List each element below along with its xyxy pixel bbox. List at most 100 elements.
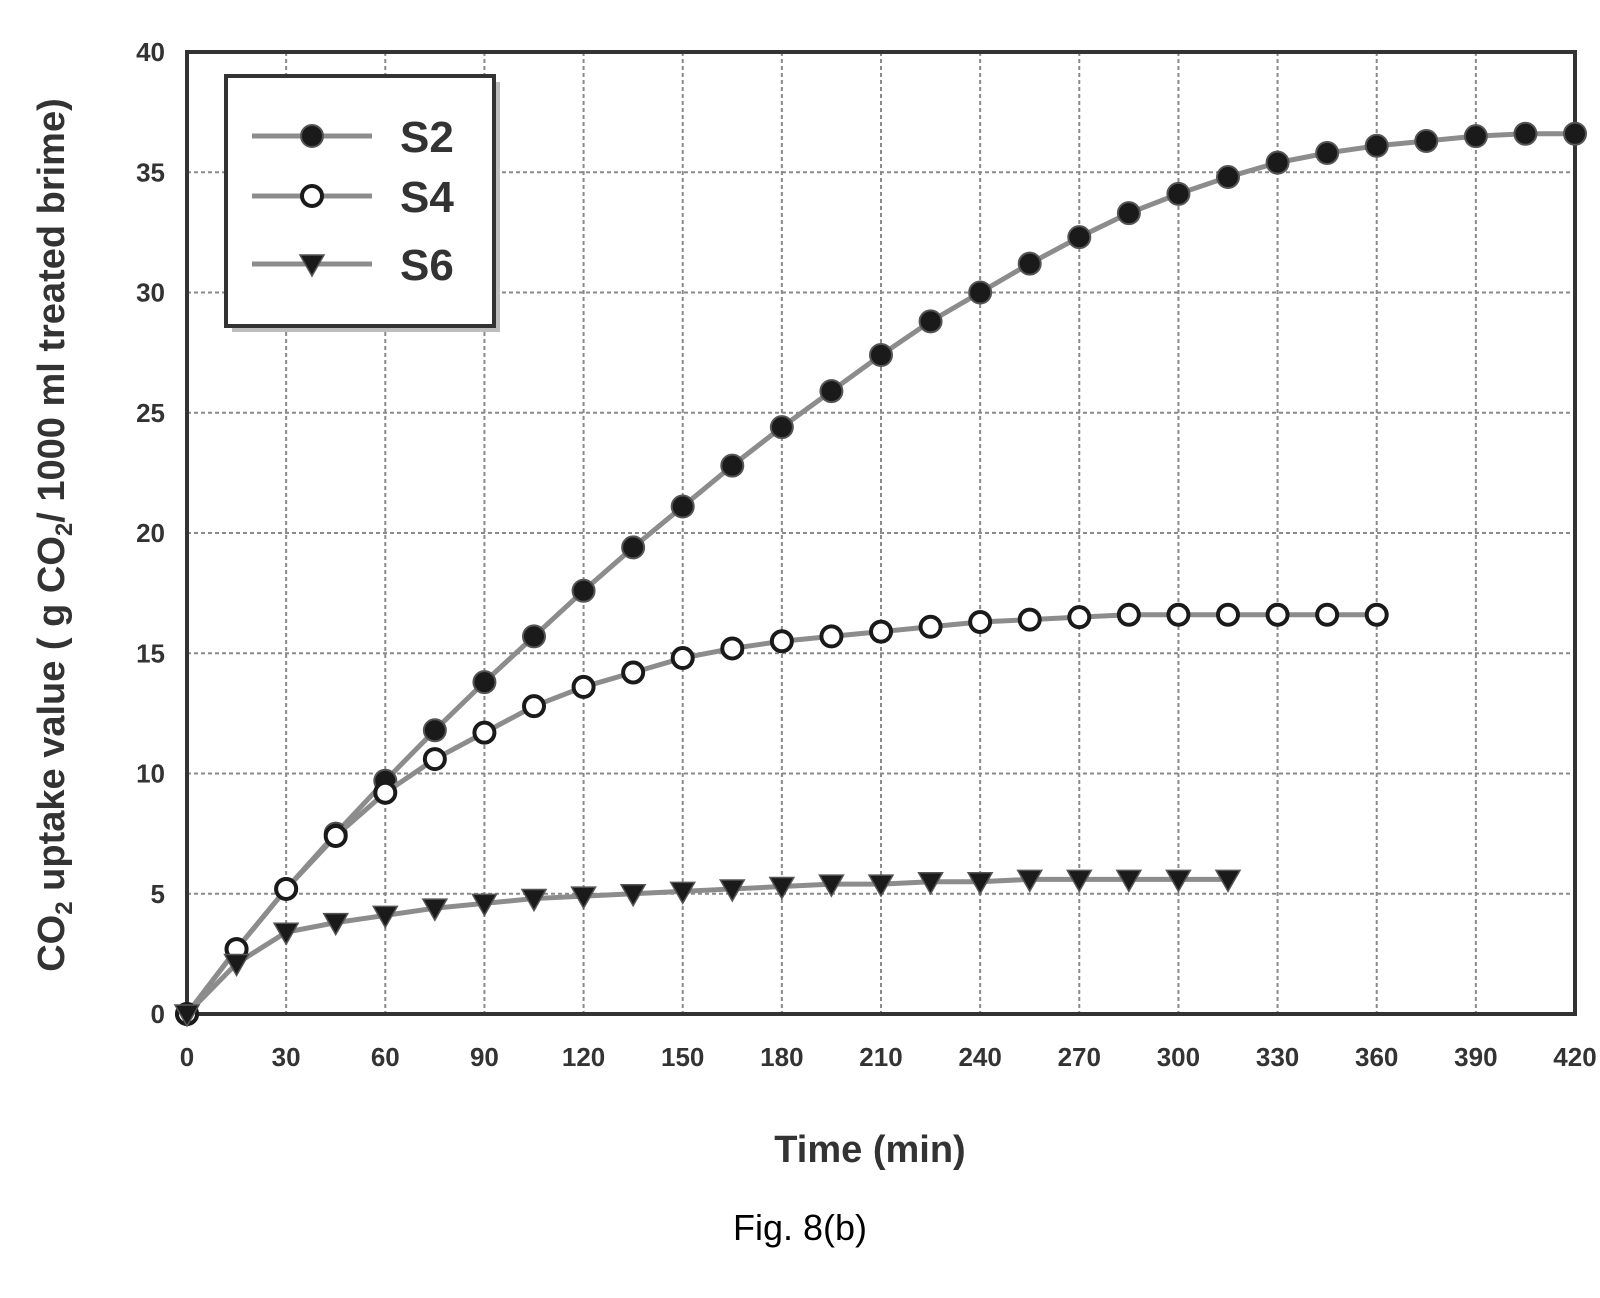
legend-label: S6 (400, 241, 454, 290)
legend-item-s6: S6 (252, 241, 454, 290)
data-point-s2 (472, 670, 497, 695)
data-point-s4 (918, 614, 943, 639)
x-tick-label: 360 (1355, 1042, 1398, 1072)
data-point-s4 (522, 694, 546, 719)
series-layer (173, 121, 1587, 1028)
y-axis-title-part: uptake value ( g CO (31, 536, 73, 901)
plot-frame (185, 50, 1577, 1016)
data-point-s2 (720, 453, 745, 478)
data-point-s2 (1463, 124, 1488, 149)
data-point-s6 (272, 922, 300, 946)
data-point-s2 (1364, 133, 1389, 158)
data-point-s2 (819, 379, 844, 404)
data-point-s2 (1216, 165, 1240, 190)
y-tick-label: 0 (151, 999, 165, 1029)
data-point-s2 (1166, 181, 1191, 206)
data-point-s4 (1315, 602, 1340, 627)
x-tick-label: 420 (1553, 1042, 1596, 1072)
data-point-s2 (571, 578, 596, 603)
x-tick-label: 60 (371, 1042, 400, 1072)
y-tick-label: 5 (151, 879, 165, 909)
data-point-s2 (769, 415, 794, 440)
data-point-s6 (917, 871, 944, 896)
legend-marker (300, 124, 324, 148)
data-point-s4 (1017, 607, 1042, 632)
data-point-s2 (1315, 141, 1340, 166)
series-line-s4 (185, 612, 1377, 1016)
data-point-s4 (422, 747, 447, 772)
data-point-s4 (720, 636, 745, 661)
data-point-s6 (570, 886, 597, 910)
x-tick-label: 210 (859, 1042, 902, 1072)
data-point-s2 (1116, 201, 1141, 226)
series-s4 (175, 602, 1389, 1026)
data-point-s4 (373, 780, 398, 805)
y-tick-label: 30 (136, 278, 165, 308)
y-axis-title-part: CO (31, 915, 73, 972)
data-point-s6 (818, 874, 845, 898)
y-tick-label: 15 (136, 638, 165, 668)
data-point-s4 (472, 720, 497, 745)
data-point-s4 (1364, 602, 1389, 627)
data-point-s4 (1216, 602, 1240, 627)
y-axis-title-subscript: 2 (51, 523, 78, 536)
x-tick-label: 180 (760, 1042, 803, 1072)
x-tick-label: 90 (470, 1042, 499, 1072)
data-point-s6 (1165, 869, 1192, 893)
data-point-s6 (223, 953, 250, 978)
legend-items: S2 S4 S6 (252, 113, 454, 290)
y-axis-title-part: / 1000 ml treated brime) (31, 98, 73, 523)
x-tick-label: 240 (958, 1042, 1001, 1072)
data-point-s6 (520, 888, 548, 913)
data-point-s2 (1513, 121, 1538, 146)
y-tick-label: 20 (136, 518, 165, 548)
data-point-s2 (422, 718, 447, 743)
x-tick-labels: 0 30 60 90 120 150 180 210 240 270 300 330 360 390 420 (180, 1042, 1597, 1072)
data-point-s6 (619, 884, 647, 908)
x-tick-label: 300 (1157, 1042, 1200, 1072)
data-point-s4 (1067, 605, 1092, 630)
data-point-s2 (968, 280, 993, 305)
grid-lines (187, 52, 1575, 1014)
series-line-s6 (185, 876, 1228, 1016)
data-point-s6 (322, 912, 350, 937)
x-tick-label: 390 (1454, 1042, 1497, 1072)
data-point-s2 (621, 535, 646, 560)
data-point-s2 (1017, 251, 1042, 276)
data-point-s6 (421, 898, 449, 922)
data-point-s2 (670, 494, 695, 519)
data-point-s4 (819, 624, 844, 649)
legend-label: S2 (400, 113, 454, 162)
data-point-s4 (323, 824, 348, 849)
data-point-s4 (1166, 602, 1191, 627)
data-point-s6 (1115, 869, 1143, 893)
data-point-s2 (918, 309, 943, 334)
x-tick-label: 120 (562, 1042, 605, 1072)
data-point-s6 (371, 905, 399, 929)
legend-box (224, 74, 496, 328)
x-axis-title: Time (min) (774, 1129, 965, 1171)
y-axis-title: CO2 uptake value ( g CO2/ 1000 ml treate… (31, 98, 78, 972)
legend-item-s2: S2 (252, 113, 454, 162)
y-tick-labels: 0 5 10 15 20 25 30 35 40 (136, 37, 165, 1029)
y-tick-label: 25 (136, 398, 165, 428)
x-tick-label: 150 (661, 1042, 704, 1072)
data-point-s2 (1067, 225, 1092, 250)
data-point-s6 (173, 1004, 201, 1028)
data-point-s6 (867, 874, 895, 898)
data-point-s4 (1116, 602, 1141, 627)
data-point-s6 (718, 879, 746, 903)
y-axis-title-subscript: 2 (51, 901, 78, 914)
legend-item-s4: S4 (252, 173, 454, 222)
data-point-s4 (1265, 602, 1290, 627)
y-tick-label: 35 (136, 157, 165, 187)
data-point-s6 (1065, 869, 1093, 893)
data-point-s6 (1214, 869, 1242, 893)
x-tick-label: 330 (1256, 1042, 1299, 1072)
data-point-s2 (1414, 128, 1439, 153)
legend-label: S4 (400, 173, 454, 222)
figure-caption: Fig. 8(b) (733, 1207, 867, 1248)
data-point-s4 (571, 674, 596, 699)
data-point-s2 (1563, 121, 1587, 146)
